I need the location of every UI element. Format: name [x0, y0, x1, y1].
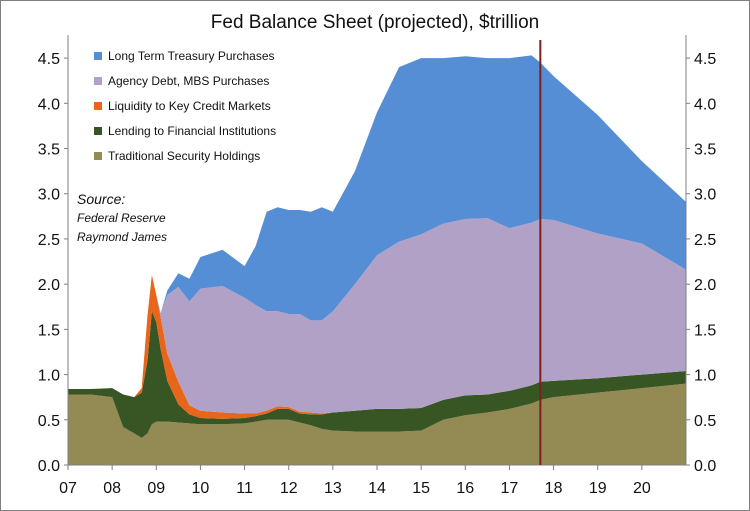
legend-item-lending: Lending to Financial Institutions — [90, 118, 295, 143]
y-tick-label-left-5: 2.5 — [38, 232, 60, 249]
y-tick-label-right-8: 4.0 — [694, 96, 716, 113]
y-tick-label-left-1: 0.5 — [38, 413, 60, 430]
x-tick-label-11: 18 — [545, 480, 563, 497]
y-tick-label-left-3: 1.5 — [38, 322, 60, 339]
x-tick-label-6: 13 — [324, 480, 342, 497]
chart-legend: Long Term Treasury Purchases Agency Debt… — [90, 43, 295, 168]
y-tick-label-right-2: 1.0 — [694, 368, 716, 385]
legend-label-traditional: Traditional Security Holdings — [108, 148, 261, 163]
area-series-4 — [68, 55, 686, 398]
y-tick-label-left-8: 4.0 — [38, 96, 60, 113]
legend-label-treasury: Long Term Treasury Purchases — [108, 48, 275, 63]
x-tick-label-7: 14 — [368, 480, 386, 497]
y-tick-label-right-3: 1.5 — [694, 322, 716, 339]
y-tick-label-left-0: 0.0 — [38, 458, 60, 475]
x-tick-label-10: 17 — [501, 480, 519, 497]
y-tick-label-right-7: 3.5 — [694, 142, 716, 159]
y-tick-label-left-6: 3.0 — [38, 187, 60, 204]
y-tick-label-left-7: 3.5 — [38, 142, 60, 159]
legend-swatch-lending — [94, 126, 102, 135]
x-tick-label-0: 07 — [59, 480, 77, 497]
y-tick-label-left-9: 4.5 — [38, 51, 60, 68]
legend-item-liquidity: Liquidity to Key Credit Markets — [90, 93, 295, 118]
y-tick-label-right-6: 3.0 — [694, 187, 716, 204]
y-tick-label-right-1: 0.5 — [694, 413, 716, 430]
x-tick-label-9: 16 — [456, 480, 474, 497]
legend-swatch-traditional — [94, 151, 102, 160]
x-tick-label-5: 12 — [280, 480, 298, 497]
legend-swatch-liquidity — [94, 101, 102, 110]
legend-label-lending: Lending to Financial Institutions — [108, 123, 277, 138]
source-annotation: Source: Federal Reserve Raymond James — [77, 190, 167, 247]
area-series-1 — [68, 311, 686, 438]
legend-label-agency-mbs: Agency Debt, MBS Purchases — [108, 73, 270, 88]
chart-title: Fed Balance Sheet (projected), $trillion — [210, 12, 540, 33]
x-tick-label-4: 11 — [236, 480, 253, 497]
source-line-1: Federal Reserve — [77, 211, 166, 225]
y-tick-label-right-9: 4.5 — [694, 51, 716, 68]
x-tick-label-3: 10 — [192, 480, 210, 497]
legend-swatch-agency-mbs — [94, 76, 102, 85]
y-tick-label-left-2: 1.0 — [38, 368, 60, 385]
y-tick-label-right-4: 2.0 — [694, 277, 716, 294]
y-tick-label-right-5: 2.5 — [694, 232, 716, 249]
x-tick-label-13: 20 — [633, 480, 651, 497]
area-series-3 — [68, 218, 686, 414]
x-tick-label-1: 08 — [103, 480, 121, 497]
legend-label-liquidity: Liquidity to Key Credit Markets — [108, 98, 271, 113]
x-tick-label-2: 09 — [147, 480, 165, 497]
x-tick-label-8: 15 — [412, 480, 430, 497]
y-tick-label-right-0: 0.0 — [694, 458, 716, 475]
legend-item-agency-mbs: Agency Debt, MBS Purchases — [90, 68, 295, 93]
source-line-2: Raymond James — [77, 230, 168, 244]
y-tick-label-left-4: 2.0 — [38, 277, 60, 294]
legend-swatch-treasury — [94, 51, 102, 60]
legend-item-treasury: Long Term Treasury Purchases — [90, 43, 295, 68]
x-tick-label-12: 19 — [589, 480, 607, 497]
area-series-0 — [68, 383, 686, 465]
source-heading: Source: — [77, 191, 126, 207]
legend-item-traditional: Traditional Security Holdings — [90, 143, 295, 168]
